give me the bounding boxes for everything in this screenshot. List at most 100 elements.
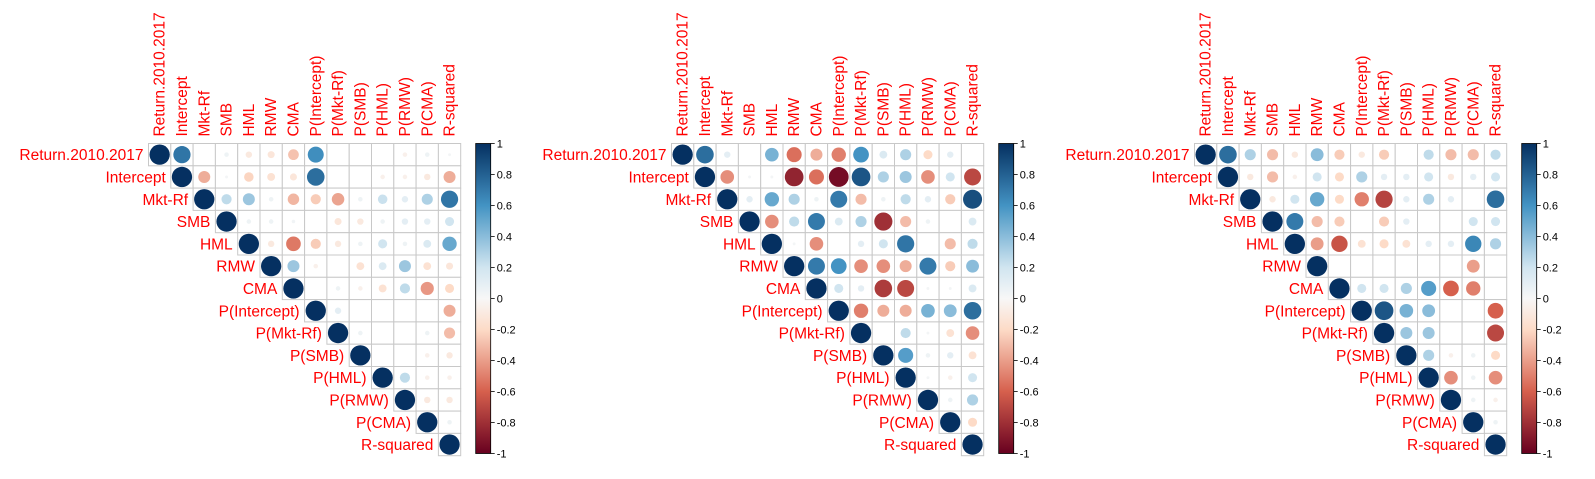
correlation-circle [1291, 151, 1299, 158]
correlation-circle [1357, 239, 1366, 248]
correlation-circle [399, 283, 411, 294]
correlation-circle [788, 193, 800, 205]
correlation-circle [808, 169, 824, 185]
row-label: Intercept [105, 169, 166, 186]
row-label: P(SMB) [290, 348, 344, 365]
grid-cell [371, 299, 395, 323]
colorbar-tick-label: 0.8 [1020, 170, 1035, 182]
column-label: P(Intercept) [1354, 56, 1371, 137]
correlation-circle [1463, 412, 1484, 433]
correlation-circle [1309, 192, 1325, 207]
grid-cell [1350, 209, 1374, 234]
colorbar-tick-label: -0.8 [497, 418, 516, 430]
correlation-circle [876, 259, 891, 273]
correlation-circle [1399, 303, 1414, 318]
grid-cell [1417, 254, 1441, 278]
grid-cell [916, 232, 940, 256]
grid-cell [326, 143, 350, 167]
correlation-circle [1443, 280, 1459, 297]
correlation-circle [424, 218, 431, 225]
correlation-circle [268, 219, 274, 224]
correlation-circle [968, 217, 977, 226]
colorbar-tick-label: -0.4 [1543, 356, 1562, 368]
correlation-circle [1400, 327, 1413, 340]
column-label: R-squared [1488, 64, 1505, 136]
column-label: R-squared [442, 64, 459, 136]
correlation-circle [878, 239, 888, 249]
row-label: Mkt-Rf [665, 192, 711, 209]
correlation-circle [874, 279, 893, 298]
correlation-circle [765, 147, 779, 162]
row-label: P(CMA) [356, 415, 411, 432]
correlation-circle [1334, 216, 1345, 227]
correlation-circle [334, 240, 342, 248]
correlation-circle [1269, 196, 1276, 203]
correlation-circle [358, 196, 363, 202]
correlation-circle [335, 286, 341, 291]
row-label: CMA [766, 281, 801, 298]
grid-cell [1394, 254, 1418, 278]
column-label: P(SMB) [875, 82, 892, 136]
correlation-circle [857, 285, 865, 292]
correlation-circle [814, 196, 819, 202]
grid-cell [304, 209, 328, 234]
correlation-circle [1311, 215, 1323, 228]
row-label: P(Mkt-Rf) [256, 326, 322, 343]
correlation-circle [694, 166, 716, 188]
correlation-circle [1266, 171, 1279, 183]
grid-cell [938, 209, 962, 234]
column-label: P(Intercept) [831, 56, 848, 137]
colorbar-tick-label: -0.2 [497, 325, 516, 337]
colorbar-gradient [998, 143, 1015, 454]
correlation-circle [1292, 174, 1298, 180]
correlation-circle [873, 345, 894, 366]
correlation-circle [764, 192, 780, 207]
correlation-circle [964, 168, 982, 186]
correlation-circle [1262, 211, 1283, 232]
correlation-circle [358, 241, 363, 247]
correlation-circle [1422, 327, 1435, 340]
column-label: RMW [786, 97, 803, 136]
correlation-circle [1489, 238, 1502, 250]
correlation-circle [966, 259, 979, 273]
correlation-circle [831, 147, 846, 162]
correlation-circle [834, 217, 843, 226]
correlation-circle [310, 194, 321, 205]
correlation-circle [1286, 213, 1304, 231]
correlation-circle [331, 192, 345, 206]
colorbar-tick-label: -0.2 [1020, 325, 1039, 337]
correlation-circle [1378, 216, 1390, 227]
correlation-circle [947, 151, 954, 158]
grid-cell [960, 143, 985, 167]
grid-cell [1439, 299, 1463, 323]
correlation-circle [1396, 345, 1417, 366]
row-label: P(RMW) [1375, 392, 1434, 409]
grid-cell [827, 232, 851, 256]
column-label: RMW [1309, 97, 1326, 136]
correlation-circle [1424, 172, 1434, 182]
correlation-circle [447, 375, 452, 380]
correlation-circle [1247, 173, 1254, 181]
correlation-circle [900, 215, 912, 228]
column-label: P(SMB) [1398, 82, 1415, 136]
row-label: R-squared [361, 437, 433, 454]
correlation-circle [943, 304, 957, 318]
correlation-circle [966, 394, 979, 406]
row-label: Intercept [1151, 169, 1212, 186]
grid-cell [1461, 321, 1485, 345]
correlation-circle [1374, 301, 1394, 321]
correlation-circle [696, 145, 714, 164]
grid-cell [1483, 254, 1508, 278]
correlation-circle [748, 175, 751, 179]
correlation-circle [372, 367, 393, 388]
correlation-circle [358, 286, 363, 291]
grid-cell [326, 165, 350, 189]
correlation-circle [948, 287, 952, 290]
correlation-circle [1467, 149, 1479, 161]
correlation-circle [445, 283, 455, 293]
correlation-circle [446, 396, 453, 404]
correlation-circle [402, 174, 408, 180]
correlation-circle [1312, 172, 1322, 182]
correlation-circle [424, 353, 430, 358]
column-label: Return.2010.2017 [1198, 12, 1215, 136]
